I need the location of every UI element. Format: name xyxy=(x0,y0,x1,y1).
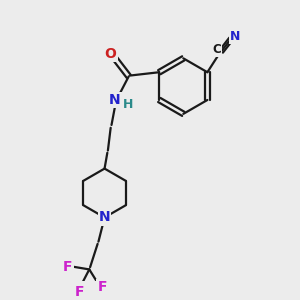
Text: H: H xyxy=(123,98,133,111)
Text: N: N xyxy=(230,30,240,43)
Text: F: F xyxy=(97,280,107,294)
Text: F: F xyxy=(63,260,73,274)
Text: F: F xyxy=(75,285,84,299)
Text: N: N xyxy=(99,211,110,224)
Text: C: C xyxy=(212,44,220,56)
Text: N: N xyxy=(109,93,121,107)
Text: O: O xyxy=(105,46,117,61)
